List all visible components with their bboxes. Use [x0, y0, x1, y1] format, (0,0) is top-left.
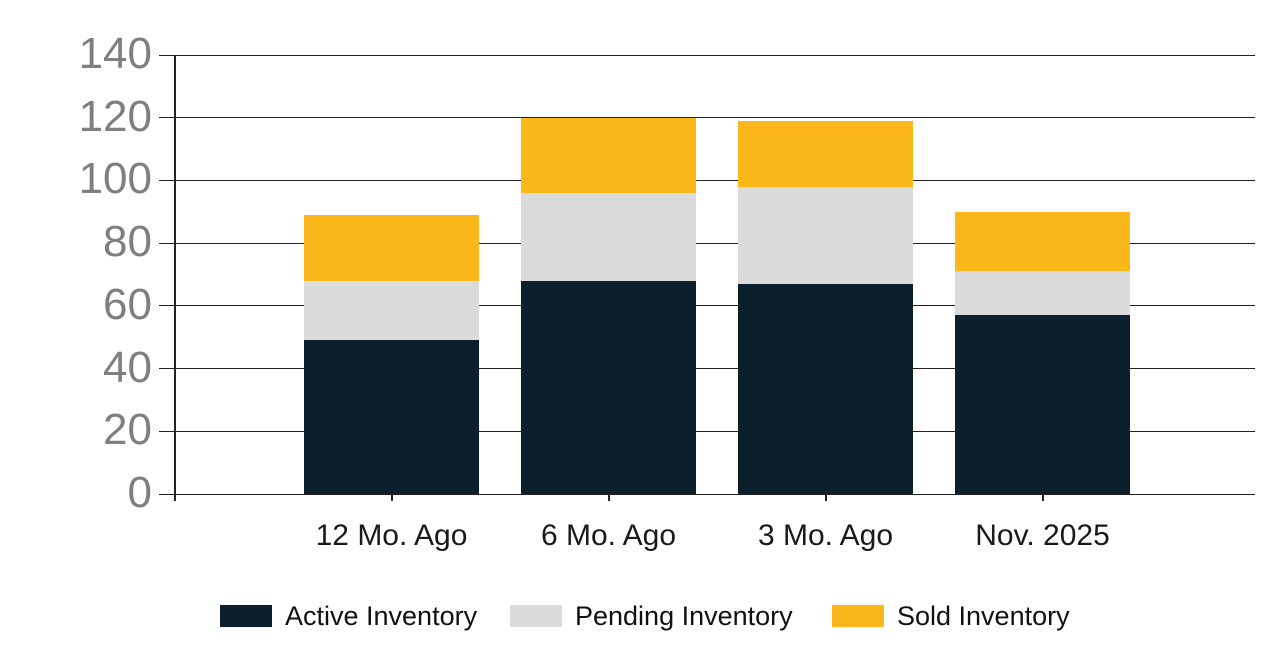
x-axis-category-label: 12 Mo. Ago: [315, 519, 468, 552]
x-axis-category-label: 3 Mo. Ago: [757, 519, 894, 552]
bar-segment-sold-inventory: [955, 211, 1130, 272]
gridline: [159, 305, 1255, 307]
legend-swatch: [220, 605, 272, 627]
gridline: [159, 493, 1255, 495]
y-axis-tick-label: 120: [78, 91, 152, 141]
y-axis-line: [174, 55, 176, 501]
gridline: [159, 242, 1255, 244]
gridline: [159, 430, 1255, 432]
y-axis-tick-label: 80: [103, 217, 152, 267]
bar-segment-active-inventory: [738, 283, 913, 494]
gridline: [159, 179, 1255, 181]
bar-segment-active-inventory: [521, 280, 696, 494]
y-axis-tick-label: 60: [103, 279, 152, 329]
gridline: [159, 368, 1255, 370]
legend-swatch: [832, 605, 884, 627]
legend-swatch: [510, 605, 562, 627]
y-axis-tick-label: 40: [103, 342, 152, 392]
x-axis-tick: [1041, 494, 1044, 501]
x-axis-tick: [390, 494, 393, 501]
y-axis-tick-label: 0: [127, 468, 152, 517]
legend-item: Pending Inventory: [510, 600, 793, 631]
x-axis-tick: [607, 494, 610, 501]
y-axis-tick-label: 20: [103, 405, 152, 455]
bar-segment-active-inventory: [304, 340, 479, 494]
bar-segment-sold-inventory: [304, 214, 479, 281]
bar-segment-pending-inventory: [955, 271, 1130, 316]
legend-label: Pending Inventory: [575, 600, 793, 631]
bar-segment-pending-inventory: [521, 192, 696, 281]
x-axis-category-label: 6 Mo. Ago: [540, 519, 677, 552]
y-axis-tick-label: 100: [78, 154, 152, 204]
bar-segment-sold-inventory: [521, 117, 696, 193]
legend-label: Active Inventory: [285, 600, 478, 631]
bar-segment-sold-inventory: [738, 120, 913, 187]
legend-label: Sold Inventory: [897, 600, 1070, 631]
bar-segment-pending-inventory: [738, 186, 913, 284]
bar-segment-active-inventory: [955, 315, 1130, 494]
gridline: [159, 54, 1255, 56]
x-axis-category-label: Nov. 2025: [975, 519, 1110, 552]
legend-item: Sold Inventory: [832, 600, 1070, 631]
legend-item: Active Inventory: [220, 600, 478, 631]
x-axis-tick: [824, 494, 827, 501]
bar-segment-pending-inventory: [304, 280, 479, 341]
y-axis-tick-label: 140: [78, 29, 152, 78]
gridline: [159, 117, 1255, 119]
